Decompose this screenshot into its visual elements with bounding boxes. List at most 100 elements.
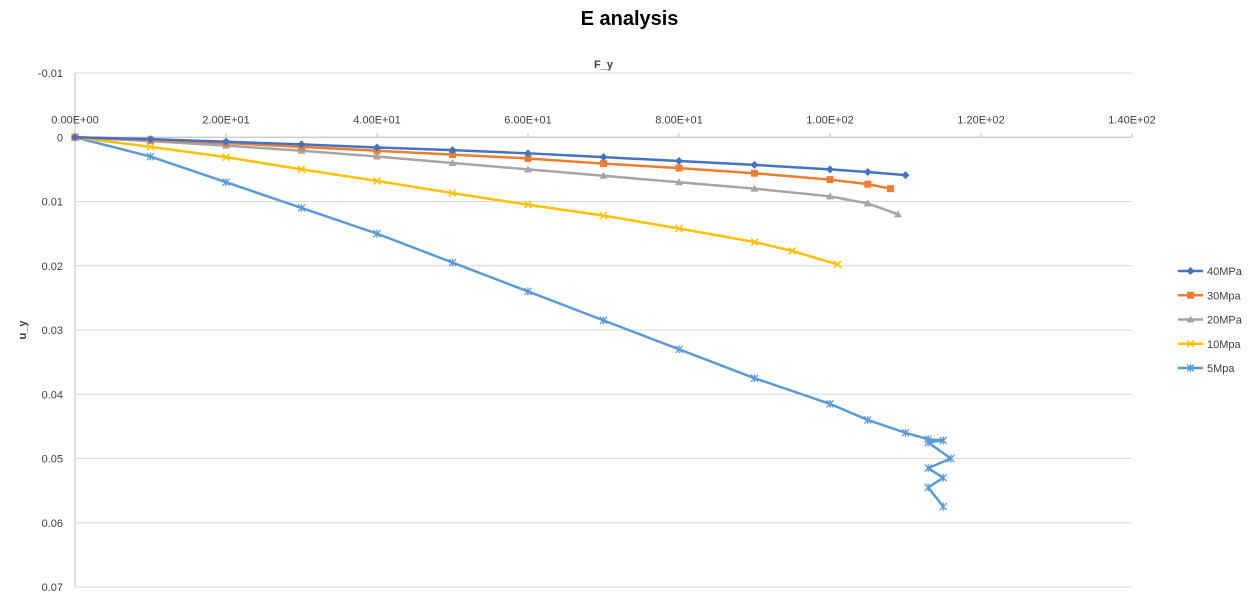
data-point xyxy=(751,169,758,177)
data-point xyxy=(448,146,457,155)
y-tick-label: 0.06 xyxy=(42,518,63,530)
legend-marker xyxy=(1186,267,1195,275)
data-point xyxy=(71,133,79,142)
y-tick-label: 0.04 xyxy=(42,389,63,401)
legend: 40MPa 30Mpa 20MPa 10Mpa 5Mpa xyxy=(1178,266,1243,375)
series-30Mpa xyxy=(71,133,894,193)
y-tick-label: 0.05 xyxy=(42,454,63,466)
data-point xyxy=(939,502,948,511)
x-tick-label: 0.00E+00 xyxy=(51,114,98,126)
data-point xyxy=(146,152,155,161)
data-point xyxy=(826,399,834,408)
data-point xyxy=(599,153,608,162)
series-layer xyxy=(70,133,955,511)
legend-label: 20MPa xyxy=(1207,315,1243,327)
data-point xyxy=(600,160,607,168)
data-point xyxy=(750,184,759,192)
x-tick-label: 1.20E+02 xyxy=(957,114,1004,126)
y-tick-label: 0.07 xyxy=(42,582,63,594)
legend-marker xyxy=(1186,339,1195,348)
legend-label: 40MPa xyxy=(1207,266,1243,278)
x-tick-label: 4.00E+01 xyxy=(353,114,400,126)
y-tick-label: 0.02 xyxy=(42,261,63,273)
data-point xyxy=(524,287,532,296)
y-tick-label: 0 xyxy=(57,132,63,144)
data-point xyxy=(373,229,381,238)
legend-item: 40MPa xyxy=(1178,266,1243,278)
x-tick-label: 1.40E+02 xyxy=(1108,114,1155,126)
data-point xyxy=(750,374,759,383)
y-tick-label: -0.01 xyxy=(38,68,63,80)
data-point xyxy=(893,210,902,218)
data-point xyxy=(675,178,683,186)
legend-marker xyxy=(1186,364,1195,372)
data-point xyxy=(373,152,381,160)
data-point xyxy=(826,176,834,184)
data-point xyxy=(750,237,759,247)
chart-title: E analysis xyxy=(580,8,679,30)
data-point xyxy=(524,149,532,158)
x-tick-label: 2.00E+01 xyxy=(202,114,249,126)
data-point xyxy=(924,438,933,447)
legend-marker xyxy=(1186,315,1195,323)
data-point xyxy=(146,142,155,151)
series-40MPa xyxy=(71,133,910,180)
gridlines xyxy=(75,72,1132,588)
legend-item: 10Mpa xyxy=(1178,339,1242,351)
y-tick-label: 0.03 xyxy=(42,325,63,337)
data-point xyxy=(826,165,834,174)
data-point xyxy=(222,137,230,146)
data-point xyxy=(373,143,381,152)
data-point xyxy=(833,260,842,269)
data-point xyxy=(901,171,910,180)
data-point xyxy=(448,258,457,267)
data-point xyxy=(939,436,948,445)
legend-item: 20MPa xyxy=(1178,315,1243,327)
data-point xyxy=(946,454,955,463)
data-point xyxy=(448,158,457,166)
x-tick-label: 6.00E+01 xyxy=(504,114,551,126)
x-tick-label: 8.00E+01 xyxy=(655,114,702,126)
legend-marker xyxy=(1187,291,1194,299)
data-point xyxy=(826,192,834,200)
data-point xyxy=(788,246,797,256)
x-axis-title: F_y xyxy=(594,59,614,71)
data-point xyxy=(146,135,155,144)
data-point xyxy=(524,165,532,173)
data-point xyxy=(863,167,872,176)
data-point xyxy=(924,483,933,492)
data-point xyxy=(524,154,532,162)
axes: -0.01 0 0.01 0.02 0.03 0.04 0.05 0.06 0.07 0.00E+… xyxy=(38,68,1156,594)
y-axis-title: u_y xyxy=(17,320,29,340)
data-point xyxy=(221,153,231,162)
legend-item: 5Mpa xyxy=(1178,363,1235,375)
data-point xyxy=(297,140,306,149)
data-point xyxy=(222,178,230,187)
data-point xyxy=(599,171,608,179)
legend-item: 30Mpa xyxy=(1178,290,1242,302)
data-point xyxy=(599,211,608,220)
legend-label: 30Mpa xyxy=(1207,290,1242,302)
data-point xyxy=(675,164,683,172)
data-point xyxy=(924,464,933,473)
data-point xyxy=(599,316,608,325)
y-tick-label: 0.01 xyxy=(42,197,63,209)
data-point xyxy=(448,189,457,198)
data-point xyxy=(886,185,894,193)
legend-label: 5Mpa xyxy=(1207,363,1235,375)
series-line xyxy=(74,136,838,266)
data-point xyxy=(863,415,872,424)
data-point xyxy=(449,151,456,159)
data-point xyxy=(675,157,683,166)
data-point xyxy=(675,345,683,354)
data-point xyxy=(901,428,910,437)
legend-label: 10Mpa xyxy=(1207,339,1242,351)
data-point xyxy=(674,224,684,233)
x-tick-label: 1.00E+02 xyxy=(806,114,853,126)
data-point xyxy=(750,160,759,169)
series-5Mpa xyxy=(71,133,955,511)
data-point xyxy=(863,199,872,207)
data-point xyxy=(297,165,306,174)
data-point xyxy=(523,200,533,209)
